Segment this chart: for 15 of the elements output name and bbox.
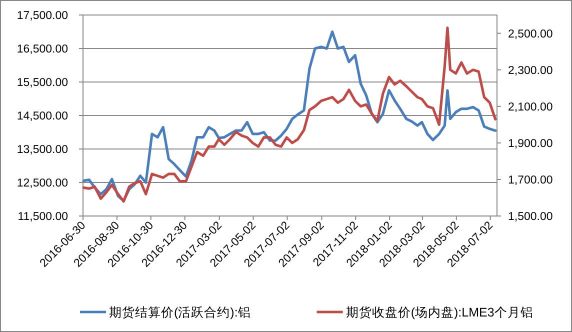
legend-label: 期货结算价(活跃合约):铝 bbox=[109, 306, 251, 320]
y-tick-label: 15,500.00 bbox=[16, 77, 68, 89]
y2-tick-label: 1,700.00 bbox=[508, 174, 553, 186]
y2-tick-label: 2,500.00 bbox=[508, 28, 553, 40]
y2-tick-label: 2,300.00 bbox=[508, 64, 553, 77]
y-tick-label: 11,500.00 bbox=[18, 211, 68, 223]
y2-tick-label: 2,100.00 bbox=[508, 101, 553, 114]
y2-tick-label: 1,900.00 bbox=[508, 138, 553, 150]
y-tick-label: 17,500.00 bbox=[16, 10, 68, 22]
y2-tick-label: 1,500.00 bbox=[508, 211, 553, 223]
legend-label: 期货收盘价(场内盘):LME3个月铝 bbox=[346, 306, 534, 320]
y-tick-label: 13,500.00 bbox=[16, 144, 68, 156]
y-tick-label: 14,500.00 bbox=[16, 110, 68, 122]
y-tick-label: 16,500.00 bbox=[16, 44, 68, 56]
y-tick-label: 12,500.00 bbox=[16, 178, 68, 190]
